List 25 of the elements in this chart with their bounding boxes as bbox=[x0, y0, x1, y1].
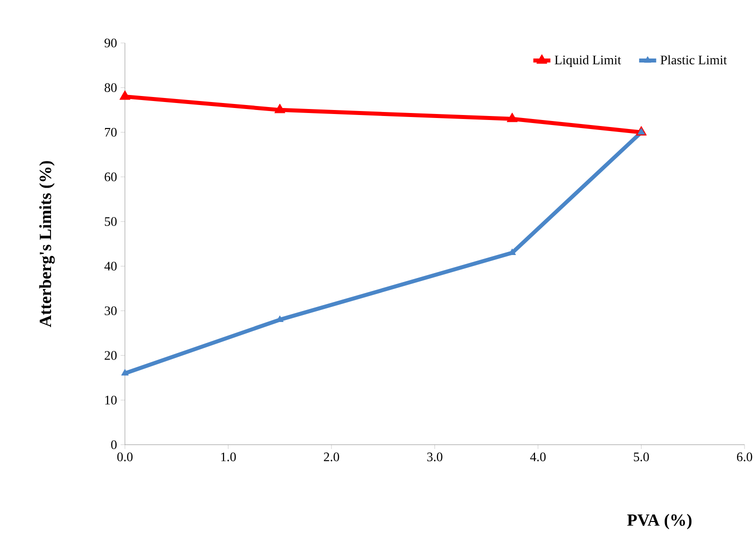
y-tick-label: 20 bbox=[104, 351, 117, 360]
x-tick-label: 1.0 bbox=[221, 452, 236, 462]
y-tick-label: 60 bbox=[104, 172, 117, 182]
x-tick-label: 2.0 bbox=[324, 452, 340, 462]
y-tick-label: 30 bbox=[104, 306, 117, 316]
x-tick-label: 5.0 bbox=[634, 452, 649, 462]
point bbox=[119, 90, 130, 100]
y-tick-label: 70 bbox=[105, 128, 117, 137]
x-tick-label: 6.0 bbox=[736, 452, 752, 462]
y-tick-label: 10 bbox=[105, 396, 117, 405]
legend-label: Liquid Limit bbox=[554, 55, 622, 68]
x-tick-label: 3.0 bbox=[427, 452, 442, 462]
x-tick-label: 0.0 bbox=[117, 452, 133, 462]
x-axis-title: PVA (%) bbox=[627, 514, 692, 530]
y-tick-label: 50 bbox=[104, 217, 117, 226]
point bbox=[506, 112, 518, 122]
y-tick-label: 80 bbox=[104, 83, 117, 92]
point bbox=[274, 104, 286, 114]
point bbox=[121, 369, 129, 376]
y-tick-label: 90 bbox=[104, 38, 117, 48]
y-tick-label: 40 bbox=[104, 262, 117, 271]
y-tick-label: 0 bbox=[111, 440, 117, 450]
x-tick-label: 4.0 bbox=[530, 452, 546, 462]
legend-label: Plastic Limit bbox=[660, 55, 727, 65]
y-axis-title: Atterberg's Limits (%) bbox=[39, 161, 55, 328]
